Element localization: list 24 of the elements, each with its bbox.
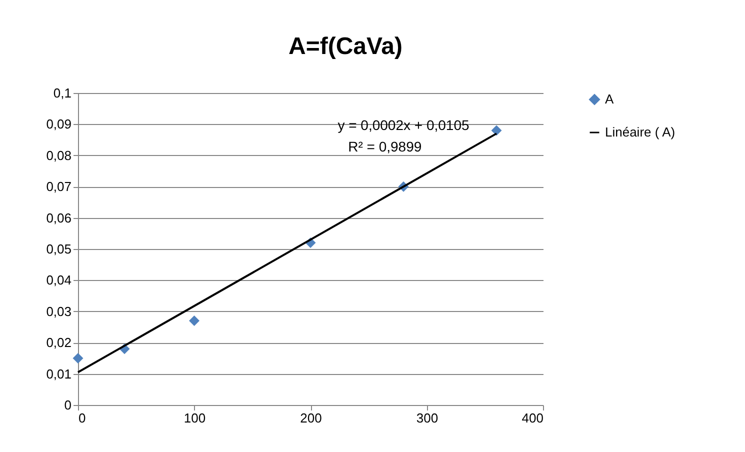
x-tick-label: 200 xyxy=(300,410,322,426)
chart-title: A=f(CaVa) xyxy=(288,33,403,60)
x-tick-label: 100 xyxy=(184,410,206,426)
point xyxy=(189,316,200,326)
y-tick-label: 0,1 xyxy=(53,86,72,100)
legend-label: A xyxy=(605,92,614,106)
x-tick-label: 400 xyxy=(522,410,544,426)
y-tick-label: 0,09 xyxy=(46,116,72,132)
point xyxy=(72,352,84,364)
x-tick-label: 300 xyxy=(416,410,438,426)
x-tick-label: 0 xyxy=(78,410,86,426)
annotation: y = 0,0002x + 0,0105 xyxy=(338,116,470,133)
y-tick-label: 0,02 xyxy=(46,335,72,350)
y-tick-label: 0,03 xyxy=(46,304,72,319)
y-tick-label: 0,06 xyxy=(46,210,72,226)
y-tick-label: 0 xyxy=(64,398,72,412)
y-tick-label: 0,05 xyxy=(46,242,72,256)
y-tick-label: 0,04 xyxy=(46,272,72,288)
annotation: R² = 0,9899 xyxy=(348,138,422,155)
point xyxy=(491,125,502,136)
y-tick-label: 0,01 xyxy=(46,366,72,382)
y-tick-label: 0,08 xyxy=(46,148,72,163)
legend-label: Linéaire ( A) xyxy=(605,124,676,140)
y-tick-label: 0,07 xyxy=(46,179,72,194)
